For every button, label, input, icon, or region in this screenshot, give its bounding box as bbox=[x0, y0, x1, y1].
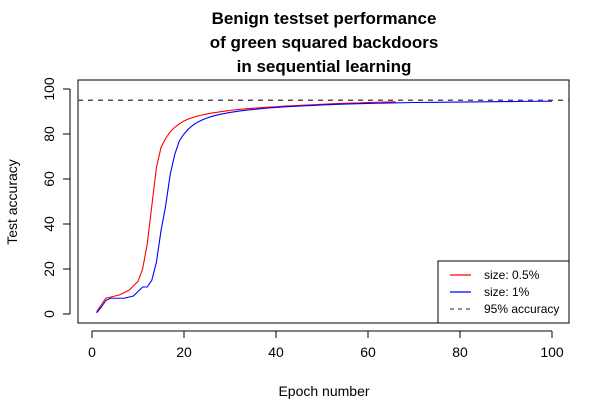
series-line-size-1 bbox=[96, 100, 553, 314]
legend: size: 0.5% size: 1% 95% accuracy bbox=[437, 260, 570, 324]
y-axis-label: Test accuracy bbox=[4, 159, 20, 245]
chart-title-line-3: in sequential learning bbox=[237, 57, 412, 76]
x-tick-label: 20 bbox=[176, 344, 192, 360]
y-tick-label: 40 bbox=[41, 216, 57, 232]
x-axis: 0 20 40 60 80 100 bbox=[88, 330, 564, 360]
x-axis-label: Epoch number bbox=[278, 383, 369, 399]
x-tick-label: 100 bbox=[540, 344, 564, 360]
series-group bbox=[96, 100, 553, 314]
x-tick-label: 80 bbox=[452, 344, 468, 360]
y-axis: 0 20 40 60 80 100 bbox=[41, 77, 71, 318]
y-tick-label: 100 bbox=[41, 77, 57, 101]
x-tick-label: 0 bbox=[88, 344, 96, 360]
legend-label-size-1: size: 1% bbox=[484, 285, 530, 299]
y-tick-label: 0 bbox=[41, 310, 57, 318]
x-tick-label: 60 bbox=[360, 344, 376, 360]
x-tick-label: 40 bbox=[268, 344, 284, 360]
y-tick-label: 80 bbox=[41, 126, 57, 142]
plot-frame bbox=[77, 79, 570, 324]
chart-title-line-1: Benign testset performance bbox=[212, 9, 437, 28]
legend-label-95-accuracy: 95% accuracy bbox=[484, 302, 559, 316]
legend-label-size-0-5: size: 0.5% bbox=[484, 268, 540, 282]
y-tick-label: 60 bbox=[41, 171, 57, 187]
y-tick-label: 20 bbox=[41, 261, 57, 277]
series-line-size-0-5 bbox=[96, 101, 396, 313]
chart-title-line-2: of green squared backdoors bbox=[210, 33, 439, 52]
